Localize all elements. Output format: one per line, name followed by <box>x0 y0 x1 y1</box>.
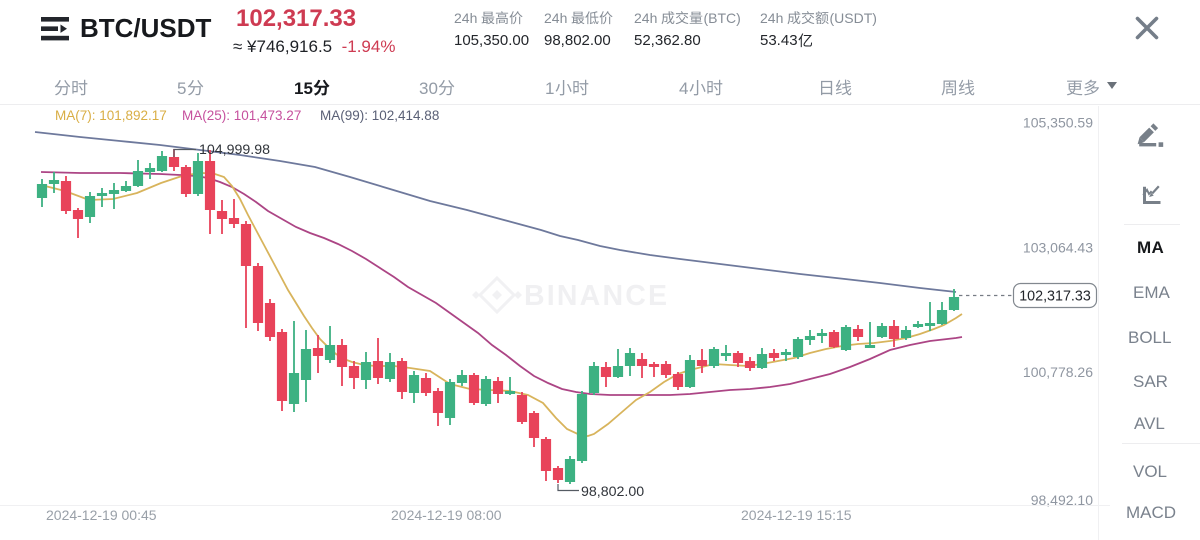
svg-text:103,064.43: 103,064.43 <box>1023 240 1093 256</box>
svg-text:2024-12-19 00:45: 2024-12-19 00:45 <box>46 507 157 523</box>
svg-text:105,350.59: 105,350.59 <box>1023 115 1093 131</box>
svg-text:98,802.00: 98,802.00 <box>581 484 644 500</box>
svg-text:2024-12-19 15:15: 2024-12-19 15:15 <box>741 507 852 523</box>
svg-text:102,317.33: 102,317.33 <box>1019 289 1091 305</box>
svg-text:104,999.98: 104,999.98 <box>199 142 270 158</box>
svg-text:100,778.26: 100,778.26 <box>1023 364 1093 380</box>
svg-text:BINANCE: BINANCE <box>524 280 669 312</box>
svg-text:2024-12-19 08:00: 2024-12-19 08:00 <box>391 507 502 523</box>
svg-text:98,492.10: 98,492.10 <box>1031 492 1093 508</box>
